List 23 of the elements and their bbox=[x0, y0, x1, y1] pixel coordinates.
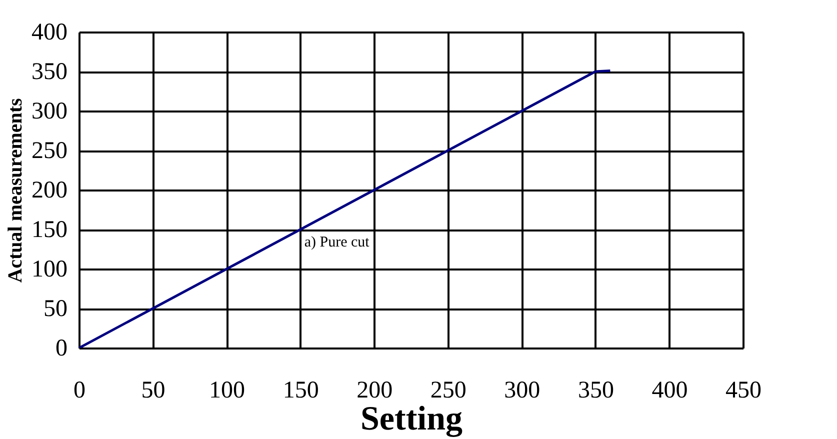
x-tick-label: 200 bbox=[356, 378, 393, 404]
y-tick-label: 50 bbox=[44, 296, 68, 322]
y-tick-label: 100 bbox=[32, 256, 68, 282]
x-tick-label: 450 bbox=[726, 378, 762, 404]
x-tick-label: 100 bbox=[209, 378, 246, 404]
y-tick-label: 150 bbox=[32, 217, 68, 243]
x-tick-label: 350 bbox=[578, 378, 614, 404]
y-tick-label: 400 bbox=[32, 20, 68, 46]
y-tick-label: 0 bbox=[56, 336, 68, 362]
x-tick-label: 50 bbox=[141, 378, 166, 404]
y-tick-label: 300 bbox=[32, 98, 68, 124]
annotation: a) Pure cut bbox=[304, 234, 370, 250]
x-tick-label: 300 bbox=[504, 378, 540, 404]
line-series bbox=[79, 69, 612, 348]
y-tick-label: 350 bbox=[32, 59, 68, 85]
y-tick-label: 250 bbox=[32, 138, 68, 164]
y-axis-title: Actual measurements bbox=[4, 98, 26, 283]
x-axis-title: Setting bbox=[360, 400, 462, 438]
x-tick-label: 0 bbox=[74, 378, 86, 404]
x-tick-label: 400 bbox=[652, 378, 688, 404]
x-tick-label: 150 bbox=[282, 378, 319, 404]
y-tick-label: 200 bbox=[32, 178, 68, 204]
x-tick-label: 250 bbox=[430, 378, 466, 404]
